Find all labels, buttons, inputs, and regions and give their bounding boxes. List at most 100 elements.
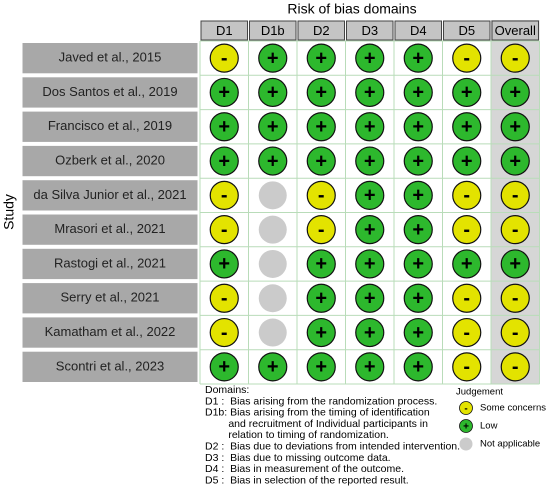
domain-line: D3 : Bias due to missing outcome data. bbox=[205, 452, 391, 464]
judgement-symbol: + bbox=[315, 253, 327, 275]
title: Risk of bias domains bbox=[287, 1, 416, 17]
judgement-symbol: + bbox=[509, 253, 521, 275]
judgement-symbol: - bbox=[463, 288, 470, 310]
judgement-symbol: + bbox=[267, 116, 279, 138]
judgement bbox=[258, 77, 288, 108]
study-label: Rastogi et al., 2021 bbox=[54, 255, 166, 270]
study-box bbox=[21, 76, 199, 109]
judgement bbox=[500, 352, 530, 382]
judgement-symbol: + bbox=[412, 253, 424, 275]
col-header-box bbox=[297, 20, 345, 41]
judgement bbox=[306, 283, 336, 313]
judgement bbox=[306, 352, 336, 382]
legend-symbol: + bbox=[463, 422, 469, 433]
judgement bbox=[452, 112, 482, 142]
judgement-symbol: + bbox=[412, 150, 424, 172]
judgement-symbol: + bbox=[364, 150, 376, 172]
judgement bbox=[306, 215, 336, 245]
judgement-symbol: + bbox=[364, 253, 376, 275]
col-header-box bbox=[491, 20, 539, 41]
judgement-symbol: + bbox=[461, 253, 473, 275]
judgement-symbol: + bbox=[461, 116, 473, 138]
judgement-symbol: + bbox=[364, 219, 376, 241]
judgement bbox=[306, 43, 336, 73]
col-header: D4 bbox=[410, 23, 427, 38]
judgement-symbol: + bbox=[509, 150, 521, 172]
judgement-na bbox=[258, 215, 287, 244]
judgement bbox=[500, 283, 530, 313]
judgement bbox=[209, 112, 239, 142]
judgement bbox=[403, 112, 433, 142]
domains-heading: Domains: bbox=[205, 384, 249, 396]
judgement-symbol: + bbox=[364, 356, 376, 378]
legend-label: Not applicable bbox=[480, 439, 540, 450]
judgement bbox=[452, 317, 482, 348]
judgement bbox=[258, 146, 288, 176]
judgement bbox=[209, 352, 239, 382]
col-header: D2 bbox=[313, 23, 330, 38]
judgement-symbol: + bbox=[461, 82, 473, 104]
judgement bbox=[355, 77, 385, 108]
judgement bbox=[500, 215, 530, 245]
judgement-symbol: - bbox=[512, 185, 519, 207]
col-header-box bbox=[249, 20, 297, 41]
judgement bbox=[403, 146, 433, 176]
judgement-symbol: + bbox=[315, 288, 327, 310]
study-box bbox=[21, 350, 199, 384]
judgement-symbol: + bbox=[364, 185, 376, 207]
legend-swatch bbox=[459, 401, 473, 415]
judgement-symbol: + bbox=[218, 253, 230, 275]
legend-label: Some concerns bbox=[480, 403, 546, 414]
y-label: Study bbox=[1, 194, 17, 230]
study-label: Ozberk et al., 2020 bbox=[55, 152, 165, 167]
judgement bbox=[355, 43, 385, 73]
col-header-box bbox=[200, 20, 248, 41]
judgement bbox=[355, 249, 385, 279]
judgement bbox=[500, 249, 530, 279]
judgement bbox=[403, 77, 433, 108]
col-header-box bbox=[443, 20, 491, 41]
judgement bbox=[209, 317, 239, 348]
judgement-symbol: + bbox=[509, 82, 521, 104]
judgement bbox=[306, 146, 336, 176]
judgement bbox=[209, 43, 239, 73]
study-box bbox=[21, 110, 199, 143]
judgement bbox=[403, 283, 433, 313]
judgement-symbol: + bbox=[218, 356, 230, 378]
judgement-symbol: + bbox=[315, 82, 327, 104]
judgement-symbol: - bbox=[318, 219, 325, 241]
study-label: Serry et al., 2021 bbox=[61, 290, 160, 305]
col-header: D1b bbox=[261, 23, 285, 38]
legend-label: Low bbox=[480, 421, 498, 432]
domain-line: D5 : Bias in selection of the reported r… bbox=[205, 474, 409, 486]
judgement-symbol: + bbox=[315, 150, 327, 172]
judgement-symbol: - bbox=[221, 219, 228, 241]
judgement bbox=[355, 352, 385, 382]
judgement bbox=[403, 249, 433, 279]
legend-symbol: - bbox=[464, 404, 467, 415]
study-label: Mrasori et al., 2021 bbox=[54, 221, 165, 236]
study-box bbox=[21, 247, 199, 281]
judgement bbox=[209, 249, 239, 279]
study-box bbox=[21, 213, 199, 246]
study-label: da Silva Junior et al., 2021 bbox=[33, 187, 186, 202]
judgement-symbol: - bbox=[221, 288, 228, 310]
study-box bbox=[21, 42, 199, 75]
judgement bbox=[258, 352, 288, 382]
judgement bbox=[355, 215, 385, 245]
study-label: Dos Santos et al., 2019 bbox=[42, 84, 177, 99]
judgement bbox=[500, 146, 530, 176]
judgement-symbol: + bbox=[364, 116, 376, 138]
judgement-symbol: - bbox=[512, 47, 519, 69]
judgement-symbol: + bbox=[412, 82, 424, 104]
judgement bbox=[500, 77, 530, 108]
study-label: Scontri et al., 2023 bbox=[56, 358, 164, 373]
judgement-symbol: + bbox=[364, 288, 376, 310]
judgement bbox=[403, 317, 433, 348]
judgement-symbol: + bbox=[461, 150, 473, 172]
col-header-box bbox=[394, 20, 442, 41]
judgement bbox=[452, 249, 482, 279]
judgement bbox=[500, 112, 530, 142]
study-box bbox=[21, 316, 199, 349]
